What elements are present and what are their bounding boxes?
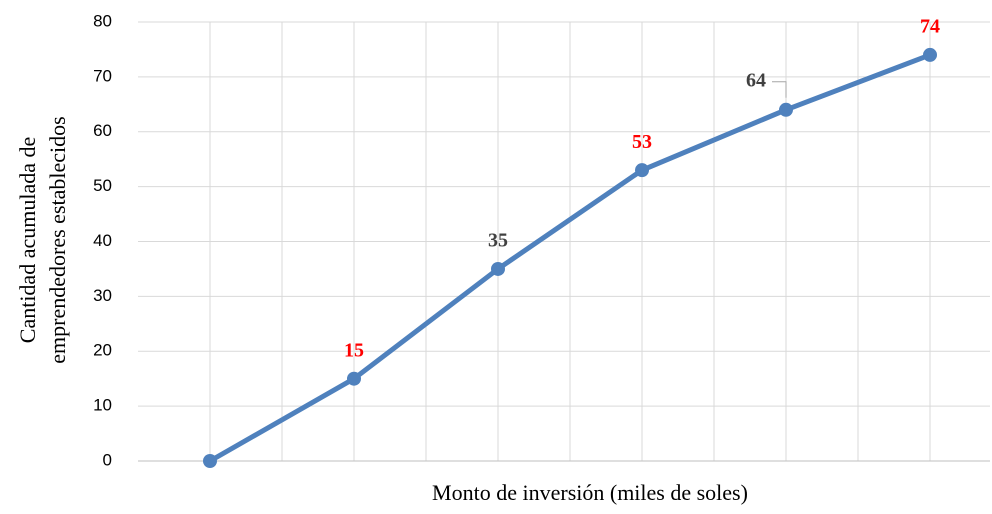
leader-line	[772, 81, 787, 98]
y-axis-title: Cantidad acumulada de	[15, 137, 40, 343]
data-point	[347, 371, 361, 386]
data-label: 74	[920, 16, 940, 38]
x-axis-title: Monto de inversión (miles de soles)	[432, 480, 748, 505]
data-point	[491, 261, 505, 276]
y-tick-label: 80	[93, 11, 112, 30]
y-tick-label: 30	[93, 286, 112, 305]
y-tick-label: 70	[93, 66, 112, 85]
data-point	[779, 102, 793, 117]
data-label: 64	[746, 69, 766, 91]
y-tick-label: 40	[93, 231, 112, 250]
data-label: 15	[344, 339, 364, 361]
data-point	[923, 47, 937, 62]
data-point	[635, 163, 649, 178]
y-tick-label: 50	[93, 176, 112, 195]
data-point	[203, 454, 217, 468]
y-tick-label: 0	[103, 450, 112, 469]
series-line	[208, 52, 931, 464]
y-tick-label: 10	[93, 396, 112, 415]
y-tick-label: 20	[93, 341, 112, 360]
data-label: 53	[632, 131, 652, 153]
data-label: 35	[488, 230, 508, 252]
y-axis-title: emprendedores establecidos	[45, 116, 70, 363]
y-tick-label: 60	[93, 121, 112, 140]
